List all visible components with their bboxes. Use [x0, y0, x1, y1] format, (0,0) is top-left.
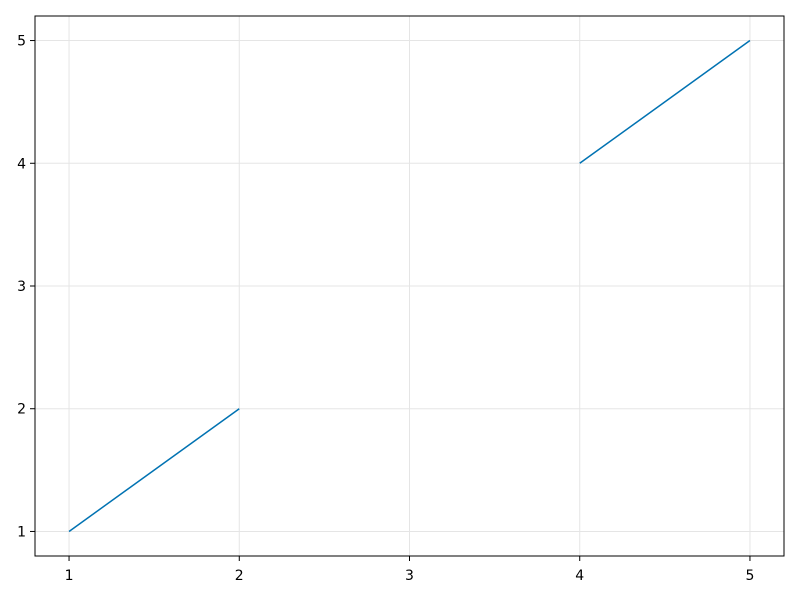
y-tick-label: 4: [17, 156, 26, 172]
x-tick-label: 4: [575, 568, 584, 584]
y-tick-label: 5: [17, 34, 26, 50]
y-axis: 1 2 3 4 5: [17, 34, 35, 540]
series-lines: [68, 39, 751, 533]
grid-lines: [35, 16, 784, 556]
y-tick-label: 1: [17, 524, 26, 540]
series-line-segment: [68, 408, 240, 533]
x-tick-label: 5: [745, 568, 754, 584]
x-tick-label: 2: [235, 568, 244, 584]
x-tick-label: 1: [65, 568, 74, 584]
series-line-segment: [579, 39, 751, 164]
y-tick-label: 2: [17, 402, 26, 418]
y-tick-label: 3: [17, 279, 26, 295]
x-axis: 1 2 3 4 5: [65, 556, 754, 584]
x-tick-label: 3: [405, 568, 414, 584]
